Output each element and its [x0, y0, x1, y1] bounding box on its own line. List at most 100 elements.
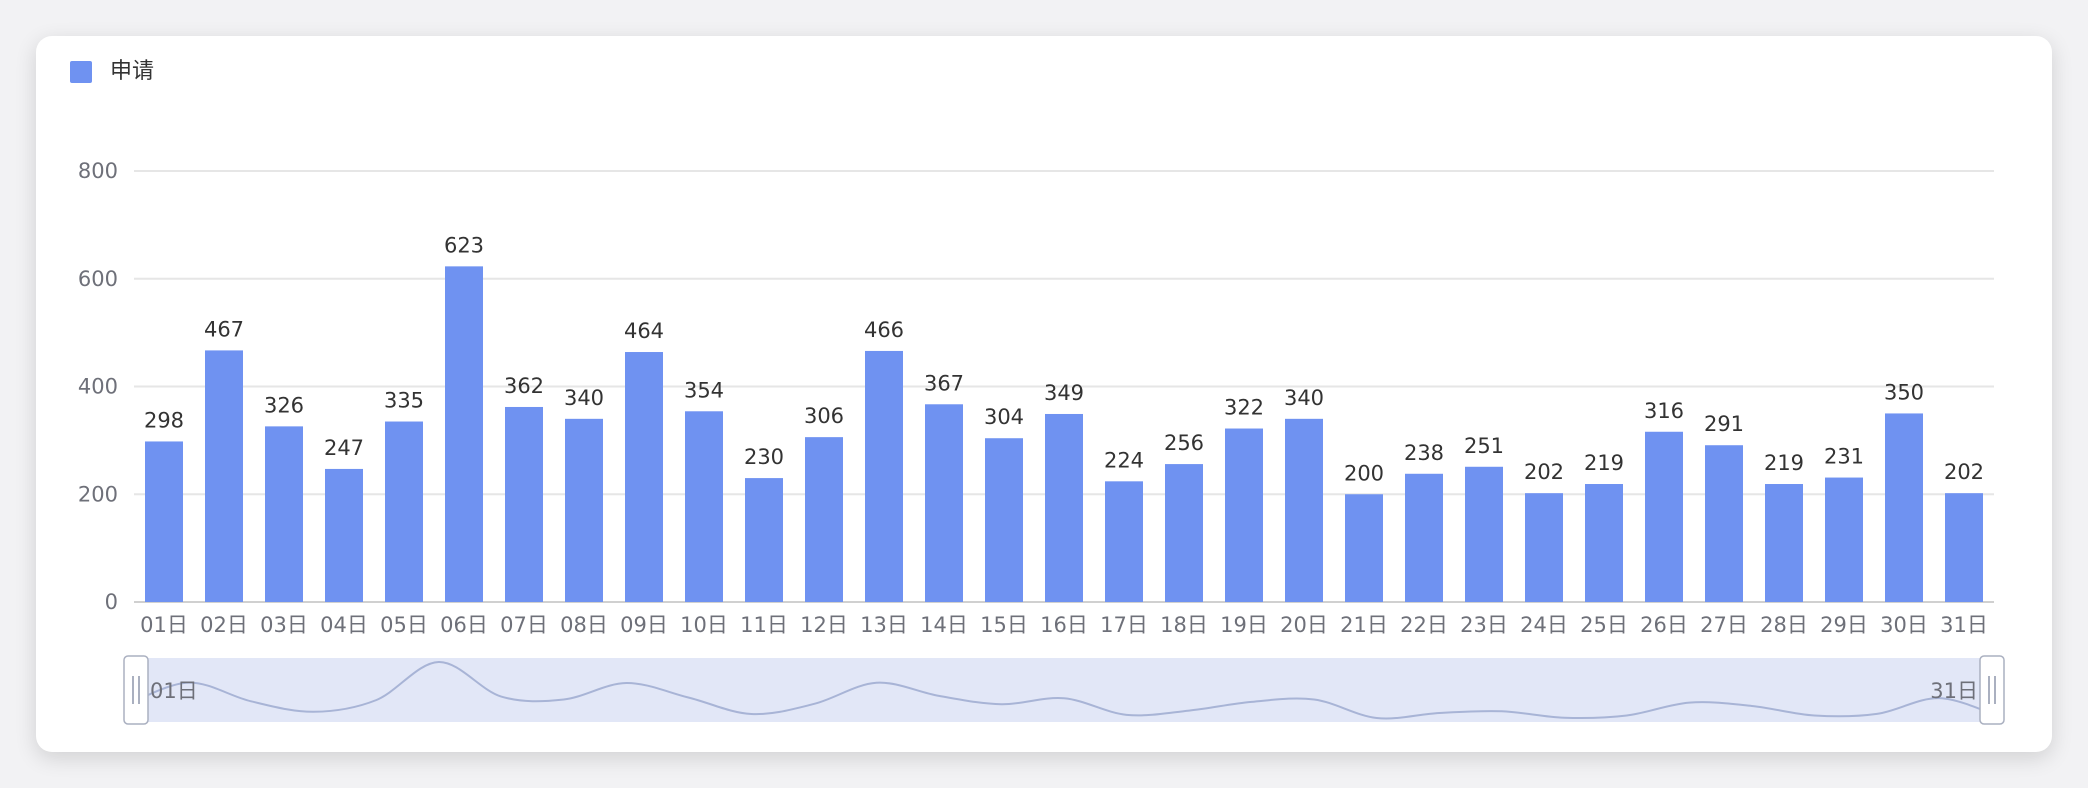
y-tick-label-200: 200 [78, 482, 118, 506]
data-label-24日: 202 [1524, 460, 1564, 484]
x-tick-label-29日: 29日 [1820, 613, 1868, 637]
bar-05日[interactable] [385, 421, 423, 602]
bar-22日[interactable] [1405, 473, 1443, 602]
data-label-12日: 306 [804, 404, 844, 428]
bar-04日[interactable] [325, 468, 363, 602]
data-labels: 298 467 326 247 335 623 362 340 464 354 230 306 466 3… [144, 233, 1984, 485]
x-tick-label-27日: 27日 [1700, 613, 1748, 637]
bar-series [145, 266, 1983, 602]
zoom-handle-body[interactable] [123, 655, 149, 725]
data-label-20日: 340 [1284, 386, 1324, 410]
x-tick-label-16日: 16日 [1040, 613, 1088, 637]
x-tick-label-15日: 15日 [980, 613, 1028, 637]
bar-06日[interactable] [445, 266, 483, 602]
y-axis-ticks: 0 200 400 600 800 [78, 159, 118, 614]
bar-09日[interactable] [625, 352, 663, 602]
x-tick-label-25日: 25日 [1580, 613, 1628, 637]
x-tick-label-24日: 24日 [1520, 613, 1568, 637]
bar-01日[interactable] [145, 441, 183, 602]
bar-31日[interactable] [1945, 493, 1983, 602]
bar-19日[interactable] [1225, 428, 1263, 602]
x-tick-label-28日: 28日 [1760, 613, 1808, 637]
bar-23日[interactable] [1465, 466, 1503, 602]
data-label-17日: 224 [1104, 448, 1144, 472]
data-label-15日: 304 [984, 405, 1024, 429]
bar-12日[interactable] [805, 437, 843, 602]
x-tick-label-11日: 11日 [740, 613, 788, 637]
x-tick-label-26日: 26日 [1640, 613, 1688, 637]
data-label-10日: 354 [684, 378, 724, 402]
data-label-16日: 349 [1044, 381, 1084, 405]
x-tick-label-08日: 08日 [560, 613, 608, 637]
x-tick-label-14日: 14日 [920, 613, 968, 637]
x-tick-label-09日: 09日 [620, 613, 668, 637]
data-label-03日: 326 [264, 393, 304, 417]
x-tick-label-07日: 07日 [500, 613, 548, 637]
data-label-06日: 623 [444, 233, 484, 257]
x-tick-label-20日: 20日 [1280, 613, 1328, 637]
bar-chart: 0 200 400 600 800 298 467 326 247 335 623 362 340 46… [78, 159, 2005, 725]
y-tick-label-400: 400 [78, 375, 118, 399]
data-label-11日: 230 [744, 445, 784, 469]
x-tick-label-22日: 22日 [1400, 613, 1448, 637]
x-tick-label-30日: 30日 [1880, 613, 1928, 637]
x-tick-label-18日: 18日 [1160, 613, 1208, 637]
data-label-19日: 322 [1224, 396, 1264, 420]
zoom-start-label: 01日 [150, 679, 198, 703]
zoom-preview-line [125, 660, 2003, 720]
data-label-30日: 350 [1884, 380, 1924, 404]
bar-27日[interactable] [1705, 445, 1743, 602]
bar-30日[interactable] [1885, 413, 1923, 602]
x-tick-label-10日: 10日 [680, 613, 728, 637]
bar-25日[interactable] [1585, 484, 1623, 602]
bar-16日[interactable] [1045, 413, 1083, 602]
data-label-25日: 219 [1584, 451, 1624, 475]
bar-24日[interactable] [1525, 493, 1563, 602]
data-label-05日: 335 [384, 389, 424, 413]
x-tick-label-21日: 21日 [1340, 613, 1388, 637]
zoom-handle-body[interactable] [1979, 655, 2005, 725]
bar-03日[interactable] [265, 426, 303, 602]
y-tick-label-0: 0 [105, 590, 118, 614]
x-tick-label-01日: 01日 [140, 613, 188, 637]
zoom-handle-right[interactable] [1979, 655, 2005, 725]
bar-29日[interactable] [1825, 477, 1863, 602]
data-zoom-slider[interactable]: 01日 31日 [123, 655, 2005, 725]
x-tick-label-13日: 13日 [860, 613, 908, 637]
zoom-handle-left[interactable] [123, 655, 149, 725]
bar-28日[interactable] [1765, 484, 1803, 602]
bar-26日[interactable] [1645, 431, 1683, 602]
bar-18日[interactable] [1165, 464, 1203, 602]
legend-item-applications[interactable]: 申请 [70, 56, 154, 88]
x-tick-label-05日: 05日 [380, 613, 428, 637]
data-label-09日: 464 [624, 319, 664, 343]
bar-08日[interactable] [565, 418, 603, 602]
data-label-04日: 247 [324, 436, 364, 460]
x-tick-label-02日: 02日 [200, 613, 248, 637]
bar-13日[interactable] [865, 350, 903, 602]
data-label-27日: 291 [1704, 412, 1744, 436]
bar-20日[interactable] [1285, 418, 1323, 602]
bar-02日[interactable] [205, 350, 243, 602]
data-label-18日: 256 [1164, 431, 1204, 455]
legend-swatch [70, 61, 92, 83]
legend-label: 申请 [110, 59, 155, 84]
data-label-08日: 340 [564, 386, 604, 410]
bar-21日[interactable] [1345, 494, 1383, 602]
bar-07日[interactable] [505, 406, 543, 602]
x-tick-label-23日: 23日 [1460, 613, 1508, 637]
bar-15日[interactable] [985, 438, 1023, 602]
data-label-29日: 231 [1824, 445, 1864, 469]
data-label-31日: 202 [1944, 460, 1984, 484]
bar-10日[interactable] [685, 411, 723, 602]
x-tick-label-17日: 17日 [1100, 613, 1148, 637]
zoom-track[interactable] [126, 658, 2002, 722]
zoom-end-label: 31日 [1930, 679, 1978, 703]
bar-14日[interactable] [925, 404, 963, 602]
bar-11日[interactable] [745, 478, 783, 602]
x-tick-label-03日: 03日 [260, 613, 308, 637]
data-label-01日: 298 [144, 408, 184, 432]
bar-17日[interactable] [1105, 481, 1143, 602]
x-tick-label-12日: 12日 [800, 613, 848, 637]
x-tick-label-04日: 04日 [320, 613, 368, 637]
